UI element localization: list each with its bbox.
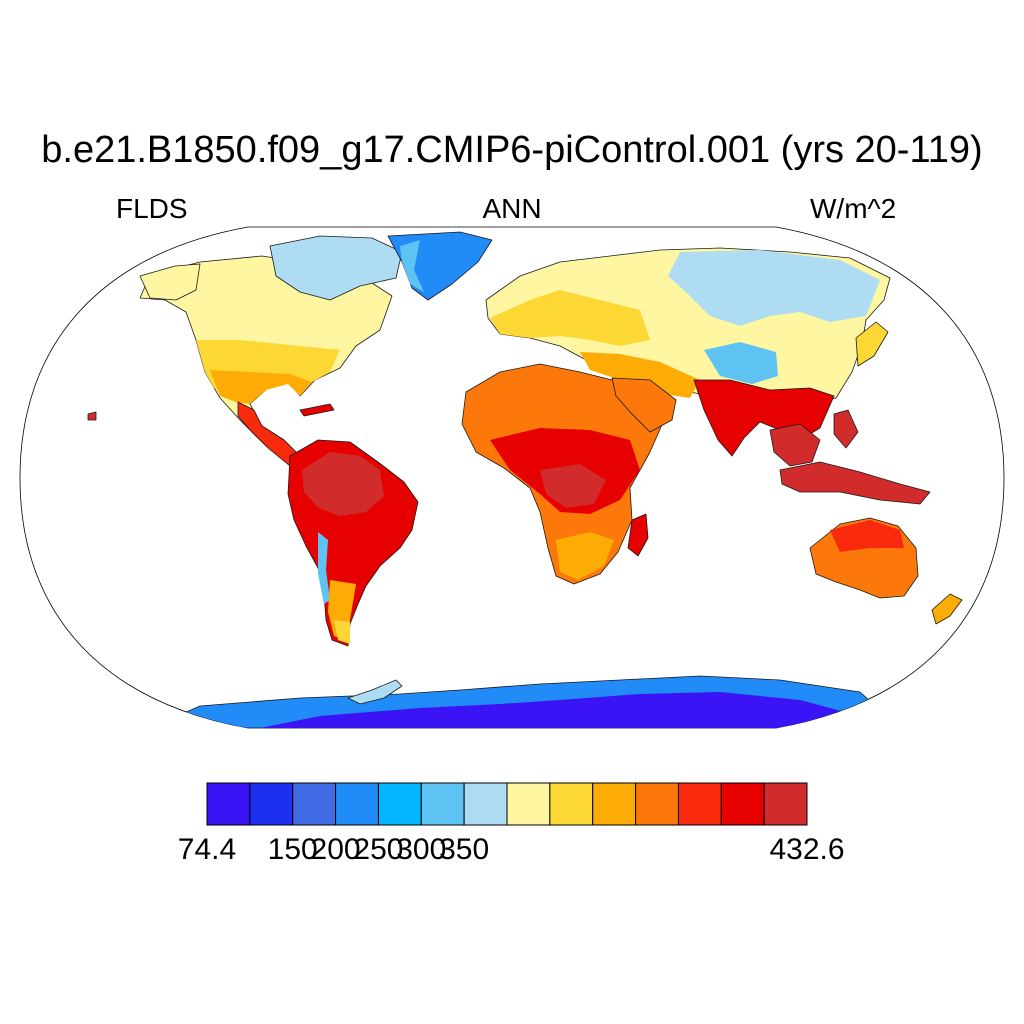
arctic-islands: [269, 235, 403, 301]
colorbar-swatch-9: [592, 782, 637, 826]
antarctica-interior: [260, 692, 880, 728]
colorbar-tick-label: 74.4: [177, 833, 237, 866]
southeast-asia-region: [769, 423, 821, 467]
andes-region: [318, 532, 330, 604]
colorbar-swatch-10: [635, 782, 679, 826]
antarctic-peninsula: [347, 679, 403, 705]
colorbar-swatch-2: [292, 782, 337, 826]
colorbar-tick-label: 200: [310, 833, 361, 866]
colorbar-swatch-11: [677, 782, 722, 826]
colorbar-swatch-7: [506, 782, 551, 826]
tibet-cold-region: [704, 342, 778, 384]
caribbean-islands: [299, 403, 335, 417]
colorbar-swatch-8: [549, 782, 594, 826]
colorbar-tick-label: 300: [396, 833, 447, 866]
philippines-region: [833, 409, 859, 449]
north-america-south: [210, 370, 312, 404]
colorbar-swatch-5: [420, 782, 465, 826]
plot-title: b.e21.B1850.f09_g17.CMIP6-piControl.001 …: [41, 129, 983, 171]
amazon-region: [302, 452, 384, 516]
colorbar-tick-label: 432.6: [769, 833, 845, 866]
southern-africa-region: [556, 532, 614, 580]
hawaii-island: [87, 411, 97, 421]
arabia-region: [611, 377, 677, 433]
colorbar-swatch-3: [335, 782, 379, 826]
colorbar-swatch-12: [720, 782, 765, 826]
colorbar-tick-label: 250: [353, 833, 404, 866]
colorbar-tick-label: 150: [267, 833, 318, 866]
alaska-region: [139, 263, 201, 301]
middle-east-region: [580, 352, 700, 398]
colorbar-swatch-0: [206, 782, 251, 826]
colorbar-swatch-1: [249, 782, 294, 826]
season-label: ANN: [482, 193, 542, 224]
greenland-edge: [400, 240, 424, 292]
colorbar-swatch-4: [377, 782, 422, 826]
new-zealand-region: [931, 593, 963, 625]
south-tip-region: [334, 620, 350, 644]
indonesia-region: [779, 461, 931, 505]
colorbar-swatch-13: [763, 782, 808, 826]
siberia-cold-region: [668, 250, 880, 326]
australia-north-region: [830, 520, 904, 552]
colorbar-tick-label: 350: [439, 833, 490, 866]
madagascar-region: [627, 513, 649, 557]
congo-region: [540, 464, 606, 508]
variable-label: FLDS: [116, 193, 188, 224]
colorbar-swatch-6: [463, 782, 508, 826]
units-label: W/m^2: [810, 193, 897, 224]
europe-warm-region: [490, 290, 650, 346]
japan-region: [855, 321, 889, 367]
